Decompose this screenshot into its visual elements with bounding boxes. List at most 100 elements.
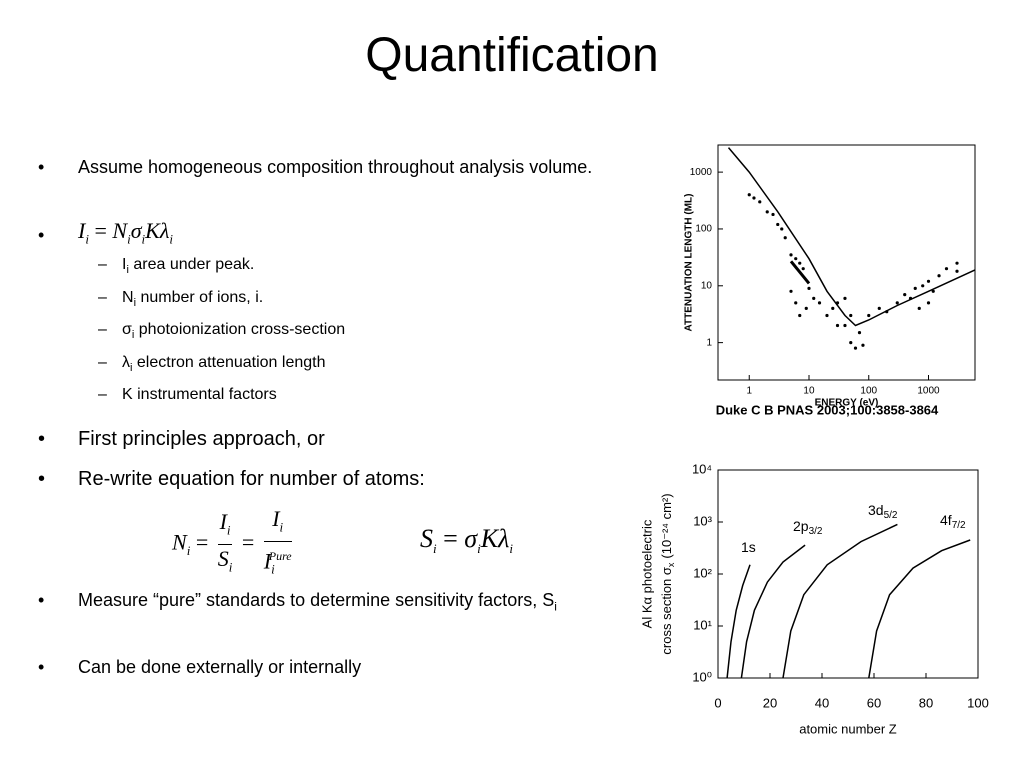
denominator: IiPure (263, 541, 292, 584)
definition: λi electron attenuation length (122, 354, 326, 374)
x-axis-label: atomic number Z (799, 721, 897, 736)
equation: Si = σiKλi (420, 524, 513, 557)
text: instrumental factors (137, 386, 277, 403)
x-tick-label: 100 (967, 695, 989, 710)
x-axis-label: ENERGY (eV) (815, 398, 879, 409)
y-axis-label: ATTENUATION LENGTH (ML) (684, 194, 695, 332)
data-point (867, 313, 871, 318)
data-point (913, 286, 917, 290)
symbol: K (480, 524, 499, 553)
data-point (926, 279, 931, 283)
y-axis-label: cross section σx (10⁻²⁴ cm²) (659, 493, 676, 654)
symbol: N (112, 218, 128, 243)
text: photoionization cross-section (138, 321, 346, 338)
y-tick-label: 10 (701, 280, 713, 291)
bullet-text: First principles approach, or (78, 428, 325, 450)
subscript: i (131, 329, 135, 342)
x-tick-label: 60 (867, 695, 881, 710)
data-point (789, 253, 793, 257)
bullet-text: Can be done externally or internally (78, 657, 362, 677)
symbol: = (443, 524, 458, 553)
symbol: K (122, 386, 133, 403)
annotation-text: 1s (741, 539, 756, 555)
bullet-dot: • (38, 428, 46, 450)
dash: – (98, 321, 107, 338)
subscript: i (228, 559, 233, 575)
annotation: 4f7/2 (940, 512, 966, 531)
data-point (794, 301, 798, 305)
annotation-subscript: 7/2 (952, 520, 966, 531)
symbol: I (219, 508, 227, 534)
y-tick-label: 1 (706, 337, 712, 348)
bullet-text: Measure “pure” standards to determine se… (78, 585, 618, 622)
x-tick-label: 20 (763, 695, 777, 710)
symbol: σ (122, 321, 132, 338)
data-point (776, 222, 780, 227)
subscript: i (279, 519, 284, 535)
data-point (835, 323, 840, 328)
data-point (877, 306, 881, 311)
y-tick-label: 10² (693, 565, 712, 580)
bullet-dot: • (38, 468, 46, 490)
x-tick-label: 40 (815, 695, 829, 710)
annotation: 3d5/2 (868, 502, 898, 521)
data-point (771, 212, 775, 217)
data-point (765, 210, 769, 214)
annotation: 1s (741, 539, 756, 555)
data-point (917, 306, 921, 311)
subscript: i (85, 231, 89, 247)
x-tick-label: 80 (919, 695, 933, 710)
definition: Ii area under peak. (122, 256, 254, 276)
data-point (861, 343, 865, 347)
symbol: λ (498, 524, 510, 553)
data-point (817, 301, 822, 305)
y-tick-label: 10⁴ (692, 461, 712, 476)
dash: – (98, 256, 107, 273)
symbol: I (78, 218, 86, 243)
subscript: i (509, 541, 513, 557)
symbol: N (172, 529, 187, 555)
symbol: σ (464, 524, 478, 553)
data-point (758, 200, 762, 204)
symbol: = (241, 529, 255, 555)
numerator: Ii (218, 508, 233, 544)
y-axis-label: Al Kα photoelectric (639, 519, 654, 628)
x-tick-label: 10 (803, 386, 815, 397)
data-point (955, 261, 959, 265)
equation: Ii = NiσiKλi (78, 218, 173, 247)
data-point (825, 313, 829, 318)
subscript: i (126, 264, 129, 277)
symbol: I (272, 506, 280, 531)
data-point (843, 323, 847, 328)
subscript: i (130, 361, 133, 374)
x-tick-label: 1000 (917, 386, 940, 397)
annotation-text: 2p (793, 518, 809, 534)
data-point (789, 289, 793, 293)
data-point (798, 261, 802, 265)
curve (868, 539, 971, 679)
fraction: Ii IiPure (263, 505, 292, 584)
superscript: Pure (268, 549, 292, 564)
definition: Ni number of ions, i. (122, 289, 263, 309)
data-point (921, 284, 925, 288)
data-point (747, 193, 751, 197)
bullet-dot: • (38, 225, 45, 245)
caption: Duke C B PNAS 2003;100:3858-3864 (716, 402, 939, 417)
symbol: S (217, 546, 229, 572)
data-point (857, 331, 862, 335)
symbol: I (263, 548, 272, 574)
subscript: i (169, 231, 174, 247)
data-point (908, 296, 913, 300)
data-point (849, 341, 853, 345)
subscript: i (141, 231, 146, 247)
denominator: Si (217, 544, 233, 581)
numerator: Ii (264, 505, 292, 541)
data-point (835, 301, 840, 305)
bullet-dot: • (38, 590, 45, 610)
y-tick-label: 1000 (690, 167, 713, 178)
curve (726, 564, 751, 679)
annotation-text: 3d (868, 502, 884, 518)
equation: Ni = Ii Si = Ii IiPure (172, 505, 296, 584)
